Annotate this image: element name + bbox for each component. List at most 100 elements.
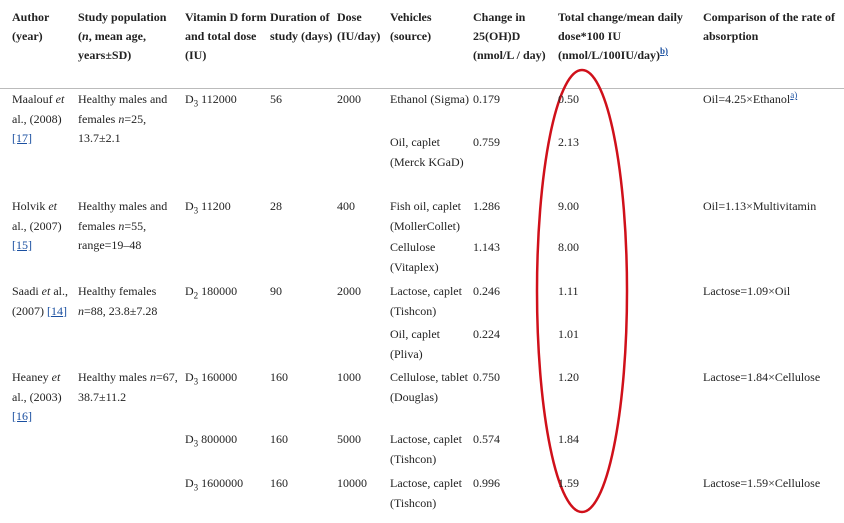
population-cell: Healthy females n=88, 23.8±7.28 [78,282,182,321]
change-cell: 0.574 [473,430,553,450]
total-change-cell: 8.00 [558,238,700,258]
text: 5000 [337,432,361,446]
subscript: 3 [193,438,199,449]
text: Total change/mean daily dose*100 IU (nmo… [558,10,683,62]
text: 28 [270,199,282,213]
reference-link[interactable]: [17] [12,131,32,145]
change-cell: 1.286 [473,197,553,217]
text: Change in 25(OH)D (nmol/L / day) [473,10,546,62]
duration-cell: 160 [270,430,334,450]
text: Lactose, caplet (Tishcon) [390,476,462,510]
author-cell: Saadi et al., (2007) [14] [12,282,74,321]
text: 800000 [198,432,238,446]
text: 10000 [337,476,367,490]
total-change-cell: 2.13 [558,133,700,153]
text: Heaney [12,370,52,384]
text: 2.13 [558,135,579,149]
dose-cell: 1000 [337,368,387,388]
text: 1600000 [198,476,244,490]
total-change-cell: 1.01 [558,325,700,345]
vitamin-d-cell: D2 180000 [185,282,267,302]
population-cell: Healthy males and females n=25, 13.7±2.1 [78,90,182,149]
population-cell: Healthy males and females n=55, range=19… [78,197,182,256]
italic-text: et [48,199,58,213]
change-cell: 0.179 [473,90,553,110]
text: 1.84 [558,432,579,446]
header-duration: Duration of study (days) [270,8,334,46]
total-change-cell: 9.00 [558,197,700,217]
text: D [185,432,194,446]
text: Healthy males and females [78,199,168,233]
text: 56 [270,92,282,106]
dose-cell: 5000 [337,430,387,450]
text: Cellulose (Vitaplex) [390,240,439,274]
duration-cell: 160 [270,474,334,494]
text: Fish oil, caplet (MollerCollet) [390,199,461,233]
header-vehicle: Vehicles (source) [390,8,472,46]
text: 1.143 [473,240,500,254]
italic-text: et [41,284,51,298]
comparison-cell: Lactose=1.09×Oil [703,282,843,302]
text: D [185,476,194,490]
author-cell: Maalouf et al., (2008) [17] [12,90,74,149]
text: 160 [270,476,288,490]
text: al., (2007) [12,218,62,233]
text: Dose (IU/day) [337,10,381,43]
text: 8.00 [558,240,579,254]
text: Cellulose, tablet (Douglas) [390,370,468,404]
text: 0.996 [473,476,500,490]
text: al., (2003) [12,389,62,404]
text: 160 [270,370,288,384]
text: Healthy males [78,370,150,384]
text: 0.224 [473,327,500,341]
reference-link[interactable]: [16] [12,409,32,423]
text: Vitamin D form and total dose (IU) [185,10,267,62]
italic-text: n [118,111,125,126]
text: Study population ( [78,10,167,43]
text: Vehicles (source) [390,10,432,43]
text: Comparison of the rate of absorption [703,10,835,43]
text: Author (year) [12,10,50,43]
subscript: 3 [193,376,199,387]
italic-text: n [118,218,125,233]
footnote-link[interactable]: a) [790,90,798,100]
text: 1.20 [558,370,579,384]
text: al., (2008) [12,111,62,126]
reference-link[interactable]: [14] [47,303,67,318]
duration-cell: 56 [270,90,334,110]
vitamin-d-cell: D3 112000 [185,90,267,110]
header-rule [0,88,844,89]
population-cell: Healthy males n=67, 38.7±11.2 [78,368,182,407]
text: =25, 13.7±2.1 [78,111,147,146]
vehicle-cell: Oil, caplet (Pliva) [390,325,472,364]
vehicle-cell: Lactose, caplet (Tishcon) [390,282,472,321]
text: 0.179 [473,92,500,106]
subscript: 3 [193,205,199,216]
italic-text: et [55,92,65,106]
italic-text: n [82,29,89,43]
vitamin-d-cell: D3 160000 [185,368,267,388]
text: Lactose=1.84×Cellulose [703,370,821,384]
text: 2000 [337,92,361,106]
text: D [185,92,194,106]
text: 160 [270,432,288,446]
footnote-link[interactable]: b) [660,46,669,56]
text: =67, 38.7±11.2 [78,370,178,404]
text: 0.246 [473,284,500,298]
text: Ethanol (Sigma) [390,92,469,106]
vehicle-cell: Ethanol (Sigma) [390,90,472,110]
reference-link[interactable]: [15] [12,238,32,252]
header-comparison: Comparison of the rate of absorption [703,8,843,46]
vitamin-d-cell: D3 800000 [185,430,267,450]
text: 9.00 [558,199,579,213]
duration-cell: 90 [270,282,334,302]
total-change-cell: 1.59 [558,474,700,494]
vitamin-d-cell: D3 11200 [185,197,267,217]
change-cell: 0.224 [473,325,553,345]
change-cell: 0.759 [473,133,553,153]
vitamin-d-cell: D3 1600000 [185,474,267,494]
dose-cell: 400 [337,197,387,217]
text: Lactose, caplet (Tishcon) [390,432,462,466]
header-vitamin-d: Vitamin D form and total dose (IU) [185,8,267,65]
